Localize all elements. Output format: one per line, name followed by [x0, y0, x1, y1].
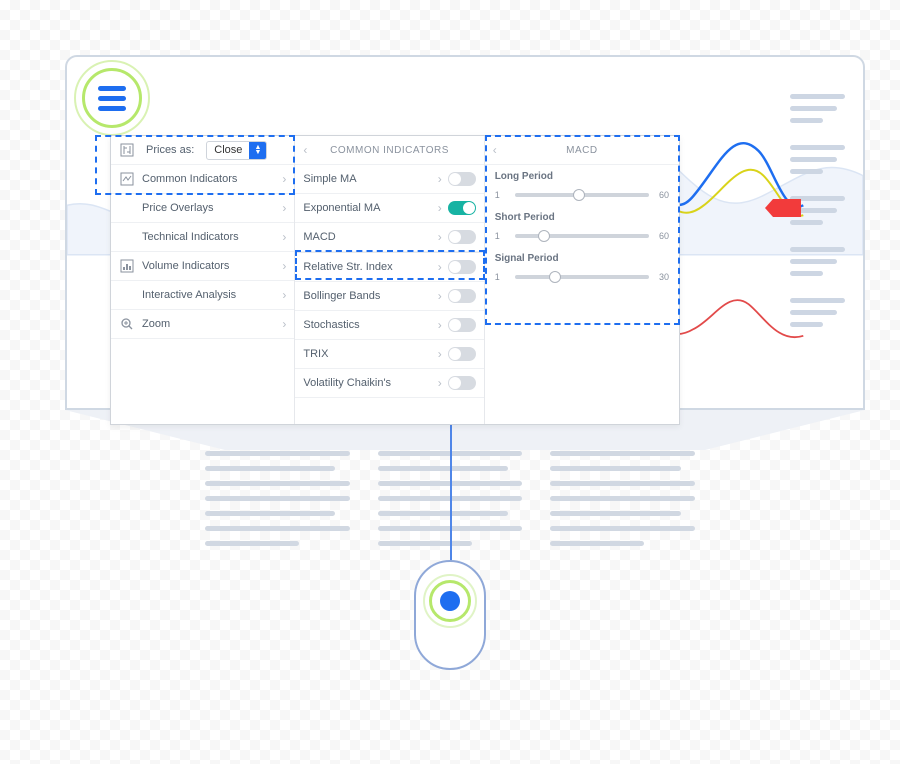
indicator-toggle[interactable] [448, 230, 476, 244]
indicator-item[interactable]: Relative Str. Index › [295, 253, 483, 282]
menu-item-label: Interactive Analysis [142, 289, 236, 301]
back-button[interactable]: ‹ [493, 143, 498, 157]
menu-item[interactable]: Interactive Analysis › [111, 281, 294, 310]
prices-as-select[interactable]: Close ▲▼ [206, 141, 267, 160]
mouse-illustration [414, 560, 486, 670]
indicator-toggle[interactable] [448, 376, 476, 390]
indicator-toggle[interactable] [448, 347, 476, 361]
indicator-label: MACD [303, 231, 335, 243]
menu-item-label: Common Indicators [142, 173, 237, 185]
menu-item-label: Volume Indicators [142, 260, 229, 272]
chevron-right-icon: › [282, 259, 286, 273]
menu-item-label: Zoom [142, 318, 170, 330]
indicator-label: TRIX [303, 348, 328, 360]
zoom-icon [119, 316, 135, 332]
menu-item-label: Technical Indicators [142, 231, 239, 243]
mouse-wheel-dot [440, 591, 460, 611]
slider-label: Short Period [495, 212, 669, 223]
slider-rail[interactable] [515, 193, 649, 197]
prices-as-row: Prices as: Close ▲▼ [111, 136, 294, 165]
indicator-label: Volatility Chaikin's [303, 377, 391, 389]
chevron-right-icon: › [282, 172, 286, 186]
indicator-label: Simple MA [303, 173, 356, 185]
slider-min: 1 [495, 231, 511, 241]
menu-item[interactable]: Price Overlays › [111, 194, 294, 223]
price-icon [119, 142, 135, 158]
slider-label: Signal Period [495, 253, 669, 264]
indicator-label: Bollinger Bands [303, 290, 380, 302]
slider-min: 1 [495, 190, 511, 200]
chevron-right-icon: › [438, 230, 442, 244]
chevron-right-icon: › [282, 230, 286, 244]
hamburger-menu-button[interactable] [82, 68, 142, 128]
indicator-item[interactable]: TRIX › [295, 340, 483, 369]
menu-item-label: Price Overlays [142, 202, 214, 214]
chevron-right-icon: › [438, 347, 442, 361]
macd-title: MACD [566, 145, 597, 156]
slider-long-period: Long Period 1 60 [485, 165, 679, 206]
slider-knob[interactable] [538, 230, 550, 242]
slider-knob[interactable] [573, 189, 585, 201]
slider-rail[interactable] [515, 234, 649, 238]
chevron-right-icon: › [438, 201, 442, 215]
prices-as-label: Prices as: [146, 144, 194, 156]
indicators-title: COMMON INDICATORS [330, 145, 449, 156]
back-button[interactable]: ‹ [303, 143, 308, 157]
prices-as-value: Close [207, 144, 249, 156]
macd-column: ‹ MACD Long Period 1 60 Short Period 1 60 Sign… [485, 136, 679, 424]
menu-item[interactable]: Common Indicators › [111, 165, 294, 194]
slider-min: 1 [495, 272, 511, 282]
slider-rail[interactable] [515, 275, 649, 279]
indicator-toggle[interactable] [448, 260, 476, 274]
menu-item[interactable]: Volume Indicators › [111, 252, 294, 281]
indicators-header: ‹ COMMON INDICATORS [295, 136, 483, 165]
indicator-item[interactable]: Bollinger Bands › [295, 282, 483, 311]
indicator-label: Relative Str. Index [303, 261, 392, 273]
mouse-cable [450, 423, 452, 562]
chevron-right-icon: › [438, 260, 442, 274]
menu-item[interactable]: Zoom › [111, 310, 294, 339]
settings-panel: Prices as: Close ▲▼ Common Indicators›Pr… [110, 135, 680, 425]
slider-knob[interactable] [549, 271, 561, 283]
indicator-toggle[interactable] [448, 289, 476, 303]
chevron-right-icon: › [282, 317, 286, 331]
chevron-right-icon: › [438, 376, 442, 390]
macd-header: ‹ MACD [485, 136, 679, 165]
slider-max: 60 [653, 231, 669, 241]
indicator-label: Exponential MA [303, 202, 380, 214]
chevron-right-icon: › [438, 318, 442, 332]
indicators-column: ‹ COMMON INDICATORS Simple MA›Exponentia… [295, 136, 484, 424]
slider-signal-period: Signal Period 1 30 [485, 247, 679, 288]
indicator-item[interactable]: Stochastics › [295, 311, 483, 340]
indicator-item[interactable]: Exponential MA › [295, 194, 483, 223]
indicator-toggle[interactable] [448, 318, 476, 332]
menu-item[interactable]: Technical Indicators › [111, 223, 294, 252]
chevron-right-icon: › [282, 288, 286, 302]
select-stepper-icon: ▲▼ [249, 142, 266, 159]
slider-label: Long Period [495, 171, 669, 182]
indicator-item[interactable]: Volatility Chaikin's › [295, 369, 483, 398]
indicator-toggle[interactable] [448, 172, 476, 186]
slider-short-period: Short Period 1 60 [485, 206, 679, 247]
slider-max: 30 [653, 272, 669, 282]
indicators-icon [119, 171, 135, 187]
chevron-right-icon: › [438, 289, 442, 303]
indicator-item[interactable]: Simple MA › [295, 165, 483, 194]
slider-max: 60 [653, 190, 669, 200]
indicator-label: Stochastics [303, 319, 359, 331]
volume-icon [119, 258, 135, 274]
menu-column: Prices as: Close ▲▼ Common Indicators›Pr… [111, 136, 295, 424]
indicator-toggle[interactable] [448, 201, 476, 215]
indicator-item[interactable]: MACD › [295, 223, 483, 252]
price-marker [773, 199, 801, 217]
chevron-right-icon: › [438, 172, 442, 186]
chevron-right-icon: › [282, 201, 286, 215]
